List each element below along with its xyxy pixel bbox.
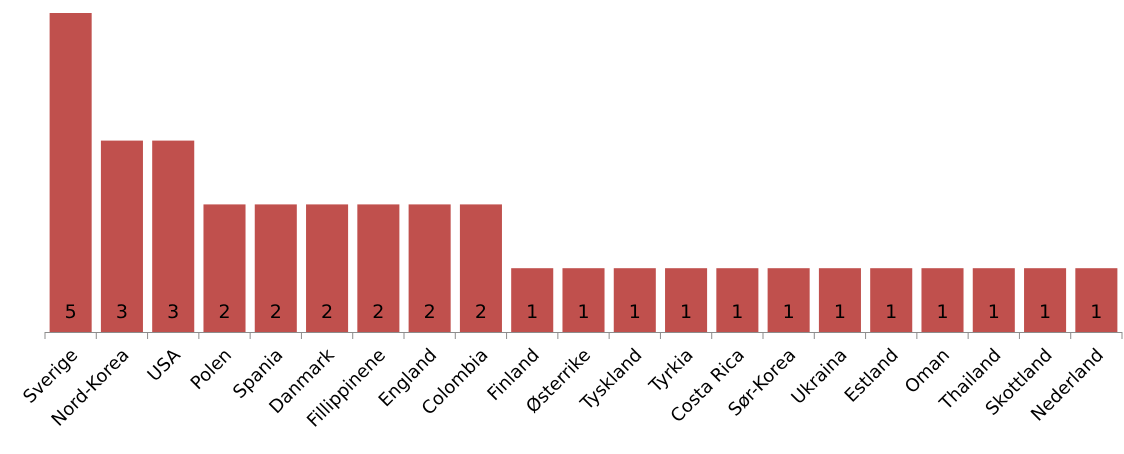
bar-usa	[152, 140, 195, 332]
data-label: 3	[167, 301, 179, 323]
bar-estland	[870, 268, 913, 332]
data-label: 1	[1090, 301, 1102, 323]
x-axis-ticks	[44, 332, 1123, 339]
bar-polen	[203, 204, 246, 332]
bar-costa-rica	[716, 268, 759, 332]
bar-colombia	[459, 204, 502, 332]
data-label: 1	[885, 301, 897, 323]
bar-nederland	[1075, 268, 1118, 332]
data-label: 1	[1039, 301, 1051, 323]
bar-spania	[254, 204, 297, 332]
bar-england	[408, 204, 451, 332]
bar-sverige	[49, 13, 92, 332]
data-label: 2	[218, 301, 230, 323]
bar-fillippinene	[357, 204, 400, 332]
data-label: 1	[731, 301, 743, 323]
data-label: 1	[526, 301, 538, 323]
bar-skottland	[1024, 268, 1067, 332]
data-label: 1	[680, 301, 692, 323]
data-label: 1	[629, 301, 641, 323]
data-label: 1	[577, 301, 589, 323]
x-tick-label: Polen	[187, 345, 236, 394]
data-labels: 5 3 3 2 2 2 2 2 2 1 1 1 1 1 1 1 1 1 1 1 1	[65, 301, 1103, 323]
bar-ukraina	[818, 268, 861, 332]
data-label: 2	[475, 301, 487, 323]
bars	[49, 13, 1118, 332]
bar-nord-korea	[100, 140, 143, 332]
x-tick-label: Ukraina	[787, 345, 851, 409]
data-label: 2	[372, 301, 384, 323]
bar-tyrkia	[665, 268, 708, 332]
data-label: 1	[783, 301, 795, 323]
data-label: 5	[65, 301, 77, 323]
bar-sør-korea	[767, 268, 810, 332]
data-label: 1	[988, 301, 1000, 323]
data-label: 2	[424, 301, 436, 323]
data-label: 2	[270, 301, 282, 323]
data-label: 1	[834, 301, 846, 323]
bar-østerrike	[562, 268, 605, 332]
bar-thailand	[972, 268, 1015, 332]
bar-tyskland	[613, 268, 656, 332]
data-label: 1	[936, 301, 948, 323]
bar-danmark	[306, 204, 349, 332]
bar-oman	[921, 268, 964, 332]
data-label: 3	[116, 301, 128, 323]
bar-finland	[511, 268, 554, 332]
x-tick-label: Estland	[841, 345, 903, 407]
x-tick-label: USA	[144, 344, 186, 386]
data-label: 2	[321, 301, 333, 323]
